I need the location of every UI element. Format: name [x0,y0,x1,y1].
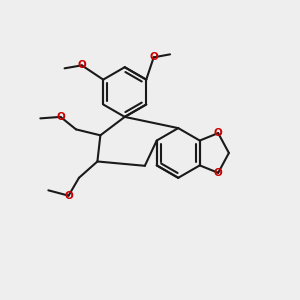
Text: O: O [77,60,86,70]
Text: O: O [64,191,73,201]
Text: O: O [214,168,223,178]
Text: O: O [56,112,65,122]
Text: O: O [149,52,158,62]
Text: O: O [214,128,223,138]
